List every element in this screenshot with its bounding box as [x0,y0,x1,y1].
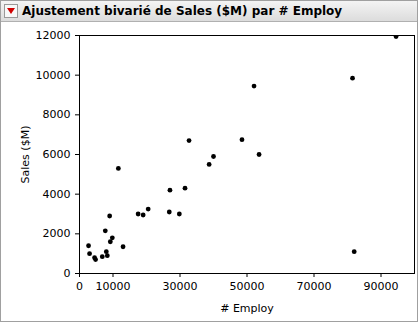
svg-text:0: 0 [64,267,71,280]
svg-text:2000: 2000 [43,227,71,240]
svg-text:10000: 10000 [36,69,71,82]
svg-text:70000: 70000 [297,280,332,293]
html-text:Ajustement bivarié de Sales ($: Ajustement bivarié de Sales ($M) par # E… [22,4,343,18]
svg-text:12000: 12000 [36,29,71,42]
svg-text:6000: 6000 [43,148,71,161]
svg-text:# Employ: # Employ [220,302,274,315]
svg-text:4000: 4000 [43,188,71,201]
svg-text:50000: 50000 [230,280,265,293]
svg-text:0: 0 [76,280,83,293]
svg-text:10000: 10000 [96,280,131,293]
svg-text:Sales ($M): Sales ($M) [19,126,32,184]
svg-text:30000: 30000 [163,280,198,293]
svg-text:8000: 8000 [43,108,71,121]
svg-text:90000: 90000 [364,280,399,293]
